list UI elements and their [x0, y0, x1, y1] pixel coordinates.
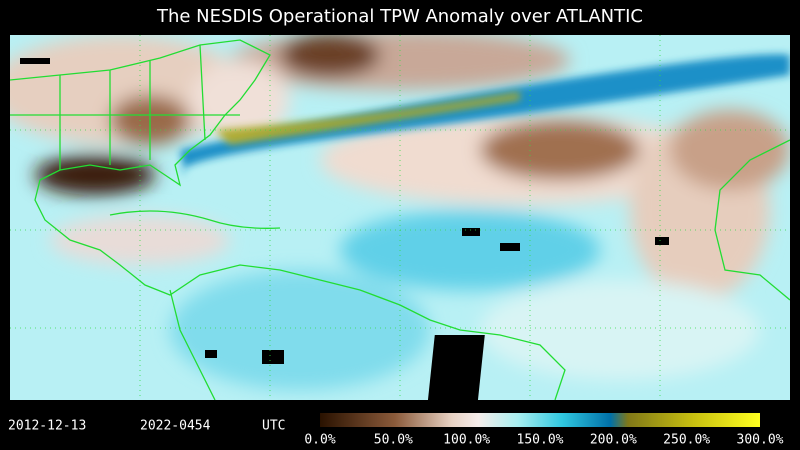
colorbar-label: 300.0%	[737, 433, 784, 448]
date: 2012-12-13	[8, 419, 86, 434]
timezone: UTC	[262, 419, 285, 434]
colorbar	[320, 413, 760, 427]
colorbar-label: 200.0%	[590, 433, 637, 448]
map	[10, 35, 790, 400]
colorbar-label: 0.0%	[304, 433, 335, 448]
colorbar-ticks: 0.0% 50.0% 100.0% 150.0% 200.0% 250.0% 300.0%	[304, 433, 783, 448]
colorbar-label: 150.0%	[517, 433, 564, 448]
colorbar-label: 50.0%	[374, 433, 413, 448]
time: 2022-0454	[140, 419, 211, 434]
title: The NESDIS Operational TPW Anomaly over …	[156, 6, 643, 27]
colorbar-label: 100.0%	[443, 433, 490, 448]
colorbar-label: 250.0%	[663, 433, 710, 448]
